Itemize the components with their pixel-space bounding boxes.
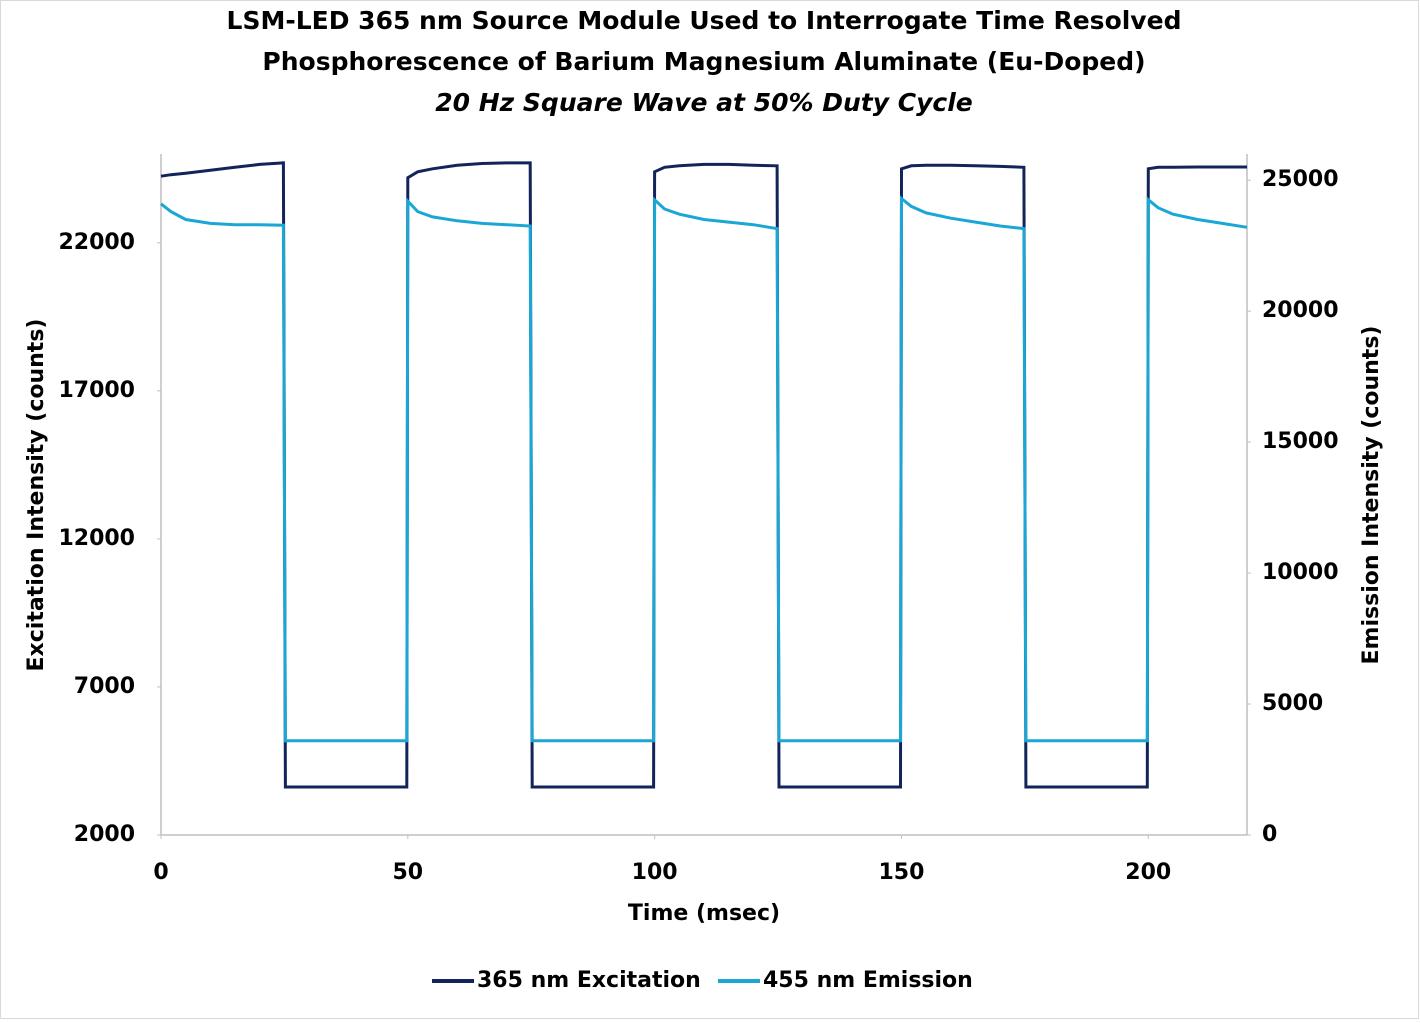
y2-tick-label: 25000 [1262, 167, 1339, 192]
legend-label: 455 nm Emission [763, 968, 973, 993]
chart-title: LSM-LED 365 nm Source Module Used to Int… [227, 6, 1182, 35]
x-tick-label: 200 [1125, 860, 1171, 885]
y-tick-label: 12000 [58, 526, 135, 551]
y2-tick-label: 5000 [1262, 691, 1323, 716]
y2-tick-label: 10000 [1262, 560, 1339, 585]
legend-label: 365 nm Excitation [477, 968, 701, 993]
y2-tick-label: 15000 [1262, 429, 1339, 454]
x-axis-label: Time (msec) [628, 901, 780, 926]
y2-axis-label: Emission Intensity (counts) [1359, 326, 1384, 665]
x-tick-label: 150 [878, 860, 924, 885]
y-tick-label: 7000 [74, 674, 135, 699]
y-tick-label: 17000 [58, 378, 135, 403]
y-tick-label: 2000 [74, 822, 135, 847]
y2-tick-label: 0 [1262, 822, 1277, 847]
y-axis-label: Excitation Intensity (counts) [24, 319, 49, 672]
y2-tick-label: 20000 [1262, 298, 1339, 323]
chart-subtitle: 20 Hz Square Wave at 50% Duty Cycle [435, 88, 973, 117]
y-tick-label: 22000 [58, 230, 135, 255]
line-series [160, 195, 1248, 743]
x-tick-label: 100 [632, 860, 678, 885]
x-tick-label: 0 [153, 860, 168, 885]
x-tick-label: 50 [393, 860, 424, 885]
chart-title: Phosphorescence of Barium Magnesium Alum… [262, 47, 1145, 76]
